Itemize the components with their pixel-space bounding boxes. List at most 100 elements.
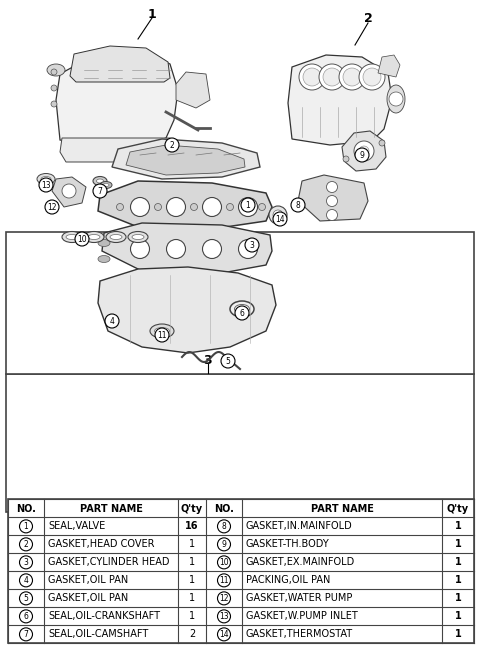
Text: PART NAME: PART NAME	[80, 504, 143, 514]
Text: 1: 1	[189, 576, 195, 586]
Circle shape	[20, 592, 33, 605]
Text: GASKET,W.PUMP INLET: GASKET,W.PUMP INLET	[246, 612, 358, 622]
Text: 13: 13	[41, 181, 51, 189]
Circle shape	[62, 184, 76, 198]
Circle shape	[167, 239, 185, 259]
Text: Q'ty: Q'ty	[181, 504, 203, 514]
Circle shape	[51, 101, 57, 107]
Circle shape	[354, 141, 374, 161]
Polygon shape	[52, 177, 86, 207]
Circle shape	[273, 210, 283, 220]
Circle shape	[20, 628, 33, 641]
Circle shape	[239, 239, 257, 259]
Circle shape	[20, 610, 33, 623]
Text: 1: 1	[189, 594, 195, 604]
Text: 8: 8	[296, 201, 300, 209]
Circle shape	[355, 148, 369, 162]
Text: 14: 14	[219, 630, 229, 639]
Text: 11: 11	[219, 576, 229, 585]
Text: 2: 2	[169, 141, 174, 149]
Text: PACKING,OIL PAN: PACKING,OIL PAN	[246, 576, 330, 586]
Ellipse shape	[110, 235, 122, 239]
Text: 1: 1	[189, 612, 195, 622]
Text: 1: 1	[246, 201, 251, 209]
Text: 9: 9	[222, 540, 227, 549]
Circle shape	[45, 200, 59, 214]
Circle shape	[51, 69, 57, 75]
Text: 1: 1	[24, 522, 28, 531]
Circle shape	[217, 574, 230, 587]
Circle shape	[217, 610, 230, 623]
Circle shape	[326, 181, 337, 193]
Circle shape	[20, 574, 33, 587]
Circle shape	[339, 64, 365, 90]
Bar	[6, 232, 474, 374]
Text: GASKET-TH.BODY: GASKET-TH.BODY	[246, 540, 330, 550]
Circle shape	[75, 232, 89, 246]
Circle shape	[303, 68, 321, 86]
Text: 13: 13	[219, 612, 229, 621]
Text: 4: 4	[24, 576, 28, 585]
Text: 3: 3	[24, 558, 28, 567]
Ellipse shape	[66, 235, 78, 239]
Circle shape	[217, 628, 230, 641]
Circle shape	[117, 203, 123, 211]
Ellipse shape	[155, 327, 169, 334]
Circle shape	[273, 212, 287, 226]
Circle shape	[227, 203, 233, 211]
Text: 8: 8	[222, 522, 227, 531]
Text: 5: 5	[226, 356, 230, 366]
Circle shape	[131, 239, 149, 259]
Polygon shape	[288, 55, 392, 145]
Polygon shape	[56, 50, 178, 148]
Text: 16: 16	[185, 522, 199, 532]
Text: GASKET,OIL PAN: GASKET,OIL PAN	[48, 576, 128, 586]
Ellipse shape	[230, 301, 254, 317]
Circle shape	[343, 156, 349, 162]
Ellipse shape	[150, 324, 174, 338]
Circle shape	[167, 197, 185, 217]
Text: Q'ty: Q'ty	[447, 504, 469, 514]
Circle shape	[131, 197, 149, 217]
Circle shape	[191, 203, 197, 211]
Polygon shape	[98, 267, 276, 353]
Text: 1: 1	[455, 540, 461, 550]
Circle shape	[217, 592, 230, 605]
Text: 3: 3	[204, 354, 212, 366]
Text: 3: 3	[250, 241, 254, 249]
Ellipse shape	[100, 181, 112, 189]
Circle shape	[326, 209, 337, 221]
Bar	[8, 499, 474, 643]
Text: 10: 10	[219, 558, 229, 567]
Circle shape	[259, 203, 265, 211]
Ellipse shape	[103, 183, 109, 187]
Text: 4: 4	[109, 317, 114, 325]
Circle shape	[326, 195, 337, 207]
Text: NO.: NO.	[16, 504, 36, 514]
Polygon shape	[102, 223, 272, 273]
Circle shape	[217, 520, 230, 533]
Text: GASKET,HEAD COVER: GASKET,HEAD COVER	[48, 540, 155, 550]
Text: GASKET,WATER PUMP: GASKET,WATER PUMP	[246, 594, 352, 604]
Circle shape	[343, 68, 361, 86]
Text: GASKET,OIL PAN: GASKET,OIL PAN	[48, 594, 128, 604]
Text: 1: 1	[189, 540, 195, 550]
Text: 1: 1	[189, 558, 195, 568]
Ellipse shape	[235, 305, 250, 313]
Circle shape	[245, 238, 259, 252]
Text: PART NAME: PART NAME	[311, 504, 373, 514]
Circle shape	[217, 556, 230, 569]
Circle shape	[93, 184, 107, 198]
Text: 2: 2	[24, 540, 28, 549]
Polygon shape	[298, 175, 368, 221]
Circle shape	[241, 198, 255, 212]
Circle shape	[389, 92, 403, 106]
Circle shape	[319, 64, 345, 90]
Ellipse shape	[62, 231, 82, 243]
Text: 7: 7	[24, 630, 28, 639]
Circle shape	[221, 354, 235, 368]
Polygon shape	[378, 55, 400, 77]
Polygon shape	[126, 145, 245, 175]
Text: 1: 1	[455, 522, 461, 532]
Ellipse shape	[387, 85, 405, 113]
